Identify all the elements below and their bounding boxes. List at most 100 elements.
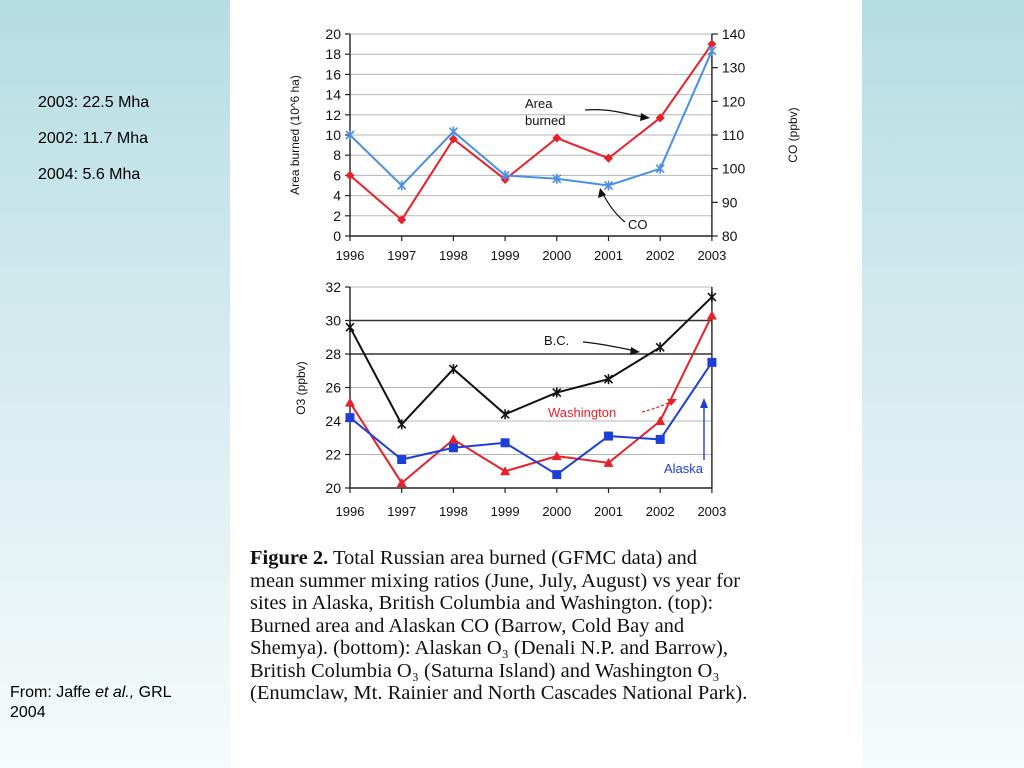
bottom-series-0-point	[345, 322, 355, 333]
bottom-series-2-point	[707, 357, 717, 367]
bottom-series-line-2	[349, 361, 713, 476]
top-series-1-point	[448, 126, 458, 137]
citation-year: 2004	[10, 704, 46, 721]
top-series-line-0	[349, 43, 713, 222]
top-right-tick-label: 120	[722, 93, 746, 109]
top-left-tick-label: 2	[333, 208, 341, 224]
citation-etal: et al.,	[95, 684, 135, 701]
bottom-left-tick-label: 26	[325, 380, 341, 396]
top-x-tick-label: 1996	[336, 248, 365, 263]
bottom-series-1-point	[706, 310, 717, 320]
annotation-bc: B.C.	[544, 333, 569, 348]
top-x-tick-label: 2003	[697, 248, 726, 263]
bottom-left-tick-label: 20	[325, 480, 341, 496]
citation-suffix: GRL	[134, 684, 172, 701]
top-right-tick-label: 80	[722, 228, 738, 244]
caption-line-3: sites in Alaska, British Columbia and Wa…	[250, 592, 714, 614]
bottom-series-0-point	[500, 409, 510, 420]
bottom-left-tick-label: 28	[325, 346, 341, 362]
top-series-1-point	[707, 45, 717, 56]
bottom-x-tick-label: 1997	[387, 504, 416, 519]
top-y2label: CO (ppbv)	[786, 107, 800, 162]
annotation-area: Area	[525, 96, 553, 111]
citation: From: Jaffe et al., GRL 2004	[10, 683, 172, 723]
top-x-tick-label: 1998	[439, 248, 468, 263]
bottom-series-1-point	[396, 477, 407, 487]
top-left-tick-label: 0	[333, 228, 341, 244]
caption-line-2: mean summer mixing ratios (June, July, A…	[250, 569, 741, 592]
bottom-series-0-point	[707, 292, 717, 303]
bottom-x-tick-label: 1998	[439, 504, 468, 519]
annotation-washington-arrowhead	[667, 399, 677, 406]
top-series-0-point	[345, 170, 355, 180]
annotation-co-arrow	[601, 191, 626, 223]
note-2002: 2002: 11.7 Mha	[38, 130, 149, 147]
bottom-left-tick-label: 30	[325, 313, 341, 329]
top-series-0-point	[552, 133, 562, 143]
bottom-x-tick-label: 2002	[646, 504, 675, 519]
top-x-tick-label: 2000	[542, 248, 571, 263]
note-2004: 2004: 5.6 Mha	[38, 166, 141, 183]
top-right-tick-label: 130	[722, 60, 746, 76]
top-left-tick-label: 6	[333, 167, 341, 183]
top-series-0-point	[448, 134, 458, 144]
figure-charts: 0246810121416182080901001101201301401996…	[288, 26, 800, 519]
caption-line-6: British Columbia O₃ (Saturna Island) and…	[250, 659, 720, 682]
bottom-series-1-point	[345, 397, 355, 407]
caption-line-4: Burned area and Alaskan CO (Barrow, Cold…	[250, 614, 685, 637]
bottom-left-tick-label: 22	[325, 447, 341, 463]
top-ylabel: Area burned (10^6 ha)	[288, 75, 302, 195]
top-x-tick-label: 2002	[646, 248, 675, 263]
caption-line-7: (Enumclaw, Mt. Rainier and North Cascade…	[250, 682, 748, 704]
bottom-series-2-point	[397, 455, 407, 465]
annotation-bc-arrowhead	[630, 347, 640, 355]
annotation-co: CO	[628, 217, 648, 232]
top-left-tick-label: 8	[333, 147, 341, 163]
bottom-series-2-point	[655, 434, 665, 444]
bottom-x-tick-label: 1996	[336, 504, 365, 519]
top-series-0-point	[707, 39, 717, 49]
caption-line-1: Figure 2. Total Russian area burned (GFM…	[250, 547, 840, 570]
top-left-tick-label: 12	[325, 107, 341, 123]
top-series-0-point	[397, 215, 407, 225]
top-left-tick-label: 4	[333, 188, 341, 204]
bottom-series-2-point	[345, 413, 355, 423]
bottom-left-tick-label: 24	[325, 413, 341, 429]
bottom-x-tick-label: 1999	[491, 504, 520, 519]
bottom-series-0-point	[603, 374, 614, 385]
top-series-1-point	[500, 170, 510, 181]
bottom-series-0-point	[397, 419, 407, 430]
bottom-series-0-point	[655, 342, 665, 353]
bottom-x-tick-label: 2003	[697, 504, 726, 519]
bottom-series-1-point	[551, 451, 562, 461]
annotation-area-arrow	[584, 109, 649, 119]
bottom-series-0-point	[448, 364, 458, 375]
top-left-tick-label: 16	[325, 66, 341, 82]
bottom-x-tick-label: 2000	[542, 504, 571, 519]
bottom-series-1-point	[603, 457, 614, 467]
top-x-tick-label: 1997	[387, 248, 416, 263]
bottom-series-1-point	[448, 434, 459, 444]
bottom-series-2-point	[448, 443, 458, 453]
bottom-series-2-point	[552, 470, 562, 480]
bottom-series-1-point	[655, 416, 666, 425]
top-left-tick-label: 10	[325, 127, 341, 143]
citation-prefix: From: Jaffe	[10, 684, 96, 701]
top-x-tick-label: 2001	[594, 248, 623, 263]
bottom-series-2-point	[500, 438, 510, 448]
bottom-ylabel: O3 (ppbv)	[294, 361, 308, 414]
annotation-bc-arrow	[582, 341, 637, 352]
top-right-tick-label: 110	[722, 127, 745, 143]
figure-panel: 0 2 4 6 8 10 12 14 16 18 20 80 90 100 110 120 130 140 1996…	[230, 0, 862, 768]
top-series-1-point	[345, 130, 355, 140]
annotation-area-arrowhead	[640, 113, 650, 121]
bottom-series-line-0	[349, 296, 713, 427]
top-left-tick-label: 20	[325, 26, 341, 42]
top-right-tick-label: 90	[722, 194, 738, 210]
bottom-series-1-point	[500, 466, 511, 476]
caption-text-1: Total Russian area burned (GFMC data) an…	[328, 547, 698, 569]
top-series-1-point	[552, 173, 562, 184]
annotation-alaska: Alaska	[664, 461, 704, 476]
caption-line-5: Shemya). (bottom): Alaskan O₃ (Denali N.…	[250, 637, 728, 659]
bottom-series-line-1	[349, 315, 713, 485]
